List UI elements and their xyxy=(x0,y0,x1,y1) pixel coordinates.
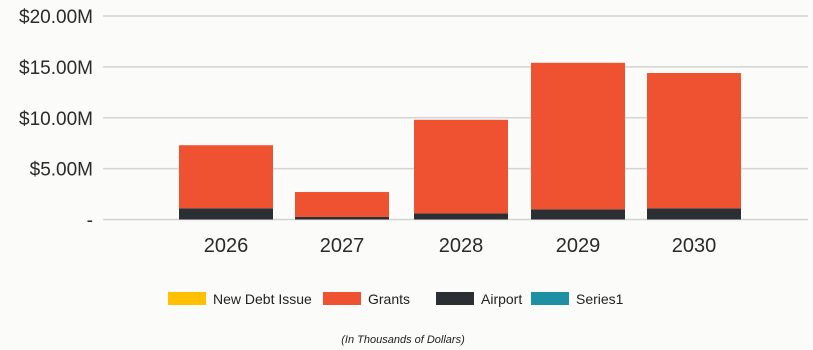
y-tick-label: $15.00M xyxy=(19,58,93,79)
y-tick-label: $5.00M xyxy=(30,160,93,181)
bar-grants xyxy=(295,192,389,217)
legend-swatch xyxy=(436,292,474,305)
x-tick-label: 2027 xyxy=(320,235,365,257)
x-tick-label: 2030 xyxy=(672,235,717,257)
legend: New Debt Issue Grants Airport Series1 xyxy=(168,291,624,307)
x-tick-label: 2029 xyxy=(556,235,601,257)
legend-swatch xyxy=(168,292,206,305)
x-tick-label: 2026 xyxy=(204,235,249,257)
bar-airport xyxy=(179,208,273,220)
bar-airport xyxy=(647,208,741,220)
y-tick-label: $10.00M xyxy=(19,109,93,130)
legend-label: Grants xyxy=(368,291,410,307)
legend-label: New Debt Issue xyxy=(213,291,312,307)
bar-grants xyxy=(414,119,508,214)
legend-label: Airport xyxy=(481,291,522,307)
y-tick-label: $20.00M xyxy=(19,7,93,28)
bar-airport xyxy=(531,209,625,220)
legend-swatch xyxy=(531,292,569,305)
bar-airport xyxy=(295,216,389,220)
y-tick-label: - xyxy=(87,211,93,232)
x-tick-label: 2028 xyxy=(439,235,484,257)
legend-label: Series1 xyxy=(576,291,624,307)
bar-grants xyxy=(647,72,741,209)
legend-swatch xyxy=(323,292,361,305)
bar-airport xyxy=(414,213,508,220)
y-axis-ticks: - $5.00M $10.00M $15.00M $20.00M xyxy=(19,7,93,232)
bar-grants xyxy=(531,62,625,210)
x-axis-ticks: 2026 2027 2028 2029 2030 xyxy=(204,235,717,257)
bars xyxy=(179,62,741,220)
units-note: (In Thousands of Dollars) xyxy=(341,334,465,346)
bar-grants xyxy=(179,145,273,209)
